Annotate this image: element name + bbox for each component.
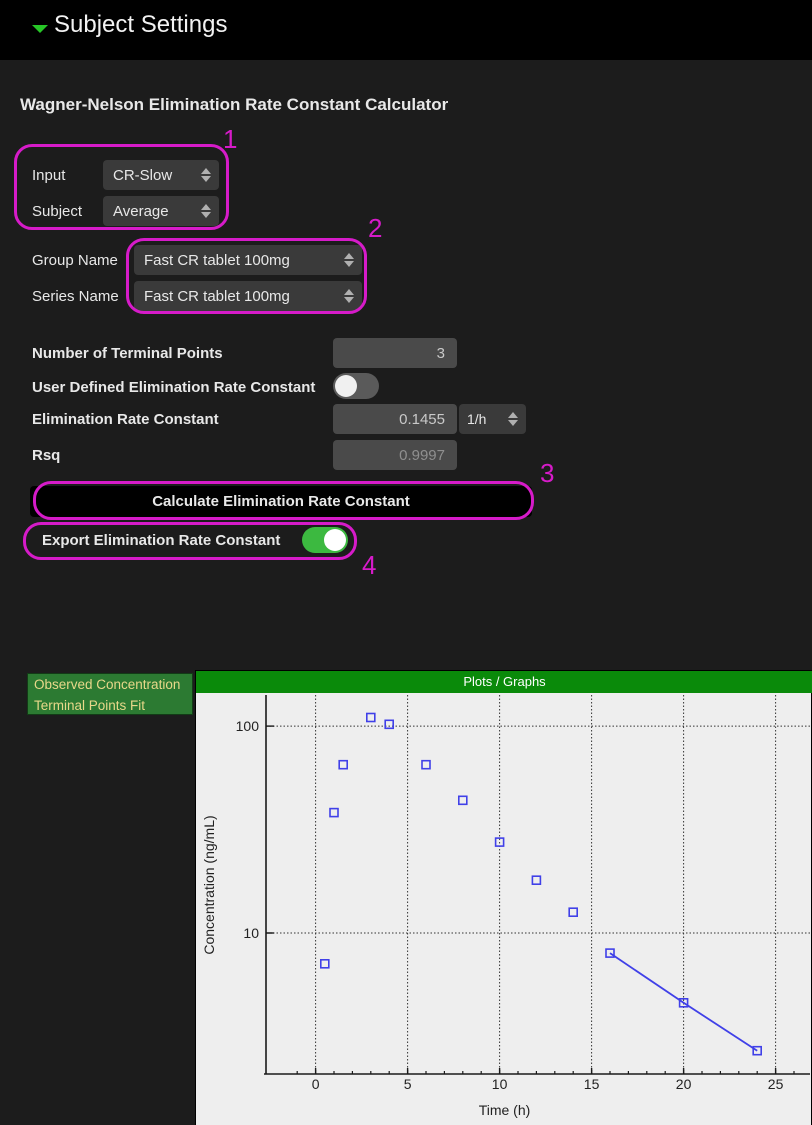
- svg-text:5: 5: [404, 1076, 412, 1092]
- svg-text:10: 10: [243, 925, 259, 941]
- svg-text:100: 100: [236, 718, 260, 734]
- svg-text:10: 10: [492, 1076, 508, 1092]
- svg-text:20: 20: [676, 1076, 692, 1092]
- svg-text:25: 25: [768, 1076, 784, 1092]
- svg-text:15: 15: [584, 1076, 600, 1092]
- svg-text:0: 0: [312, 1076, 320, 1092]
- svg-text:Concentration (ng/mL): Concentration (ng/mL): [201, 815, 217, 954]
